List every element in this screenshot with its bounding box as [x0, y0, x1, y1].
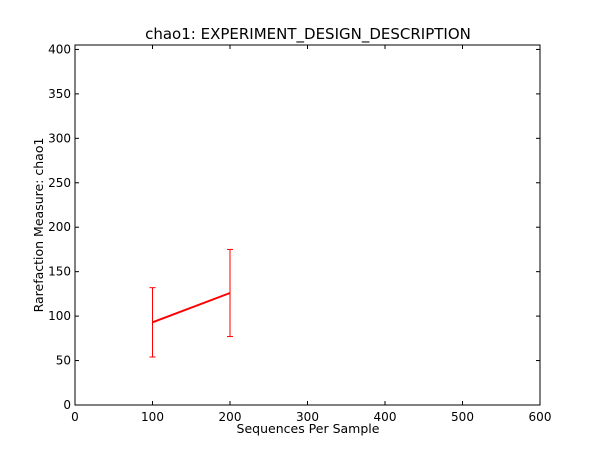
series-line: [152, 292, 231, 324]
x-tick-label: 500: [451, 410, 474, 424]
chart-title: chao1: EXPERIMENT_DESIGN_DESCRIPTION: [145, 25, 471, 44]
x-tick-label: 100: [141, 410, 164, 424]
x-tick-label: 400: [374, 410, 397, 424]
plot-frame: [74, 44, 541, 406]
series-layer: [149, 248, 233, 358]
x-tick-label: 200: [219, 410, 242, 424]
y-tick-label: 0: [63, 398, 71, 412]
x-tick-label: 0: [71, 410, 79, 424]
y-axis-label: Rarefaction Measure: chao1: [31, 138, 46, 313]
x-tick-label: 600: [529, 410, 552, 424]
y-tick-label: 150: [48, 265, 71, 279]
x-axis-label: Sequences Per Sample: [237, 421, 380, 436]
y-tick-label: 400: [48, 42, 71, 56]
x-tick-label: 300: [296, 410, 319, 424]
y-tick-label: 300: [48, 131, 71, 145]
y-tick-label: 350: [48, 87, 71, 101]
y-tick-label: 250: [48, 176, 71, 190]
y-tick-label: 100: [48, 309, 71, 323]
x-axis-ticks: 0 100 200 300 400 500 600: [71, 45, 551, 424]
y-tick-label: 50: [56, 354, 71, 368]
y-tick-label: 200: [48, 220, 71, 234]
y-axis-ticks: 0 50 100 150 200 250 300 350 400: [48, 42, 540, 412]
